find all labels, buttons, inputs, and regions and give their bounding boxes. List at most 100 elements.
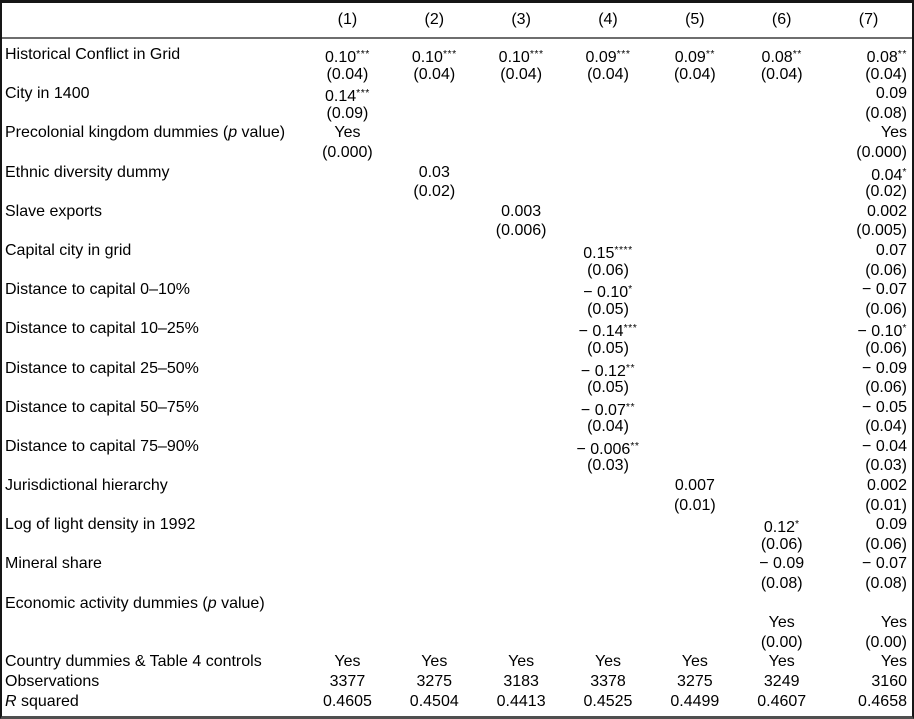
se-cell [651, 182, 738, 202]
value-cell: − 0.07** [580, 400, 636, 419]
value-cell: − 0.006** [576, 439, 640, 458]
table-row: (0.03) (0.03) [2, 456, 912, 476]
significance-stars: * [902, 165, 907, 178]
value-cell [738, 594, 825, 614]
value-cell [391, 554, 478, 574]
significance-stars: ** [630, 439, 640, 452]
se-cell [738, 221, 825, 241]
se-cell [565, 574, 652, 594]
se-cell [304, 221, 391, 241]
value-cell: 0.09** [674, 48, 716, 66]
se-cell [738, 261, 825, 281]
se-cell: (0.06) [865, 535, 907, 553]
row-label-text: Jurisdictional hierarchy [5, 477, 168, 495]
value-cell: 3160 [871, 673, 907, 690]
row-label [2, 221, 304, 241]
row-label [2, 65, 304, 85]
row-label-text: Distance to capital 25–50% [5, 359, 199, 377]
table-row: (0.02) (0.02) [2, 182, 912, 202]
se-cell [651, 339, 738, 359]
value-cell: Yes [421, 653, 448, 671]
row-label-text: Precolonial kingdom dummies ( [5, 124, 229, 142]
se-cell [651, 261, 738, 281]
se-cell [304, 456, 391, 476]
value-cell [565, 202, 652, 222]
row-label: Mineral share [2, 554, 304, 574]
row-label [2, 574, 304, 594]
se-cell [391, 574, 478, 594]
se-cell [738, 496, 825, 516]
value-cell [651, 613, 738, 633]
row-label: Observations [2, 672, 304, 692]
significance-stars: *** [356, 87, 370, 100]
se-cell: (0.04) [326, 65, 369, 83]
value-cell: 3183 [503, 673, 539, 690]
se-cell [478, 339, 565, 359]
row-label: Jurisdictional hierarchy [2, 476, 304, 496]
row-label [2, 339, 304, 359]
value-cell [651, 123, 738, 143]
se-cell [651, 417, 738, 437]
value-cell [478, 613, 565, 633]
value-cell [391, 613, 478, 633]
se-cell [565, 104, 652, 124]
value-cell: 3275 [416, 673, 453, 690]
se-cell [738, 143, 825, 163]
se-cell: (0.08) [865, 575, 907, 593]
value-cell: 0.09 [875, 85, 907, 103]
se-cell: (0.03) [587, 457, 629, 475]
value-cell: 0.12* [763, 518, 800, 537]
row-label: Distance to capital 50–75% [2, 398, 304, 421]
table-row: (0.05) (0.06) [2, 378, 912, 398]
value-cell: Yes [334, 124, 361, 142]
value-cell: − 0.10* [857, 322, 907, 341]
value-cell: 3275 [677, 673, 713, 690]
value-cell [565, 613, 652, 633]
table-row: (0.06) (0.06) [2, 535, 912, 555]
row-label [2, 496, 304, 516]
se-cell [738, 300, 825, 320]
row-label: Country dummies & Table 4 controls [2, 652, 304, 672]
value-cell: − 0.05 [862, 398, 907, 416]
value-cell: 0.4607 [757, 692, 807, 710]
se-cell: (0.04) [760, 65, 803, 83]
se-cell: (0.08) [865, 104, 907, 122]
value-cell [738, 476, 825, 496]
se-cell [478, 535, 565, 555]
se-cell [391, 221, 478, 241]
se-cell: (0.04) [587, 65, 629, 83]
table-row: Slave exports 0.003 0.002 [2, 202, 912, 222]
se-cell: (0.000) [856, 143, 907, 161]
se-cell [304, 496, 391, 516]
row-label-text: Slave exports [5, 202, 102, 220]
row-label-text: Country dummies & Table 4 controls [5, 653, 262, 671]
value-cell [304, 202, 391, 222]
row-label: Ethnic diversity dummy [2, 163, 304, 186]
row-label [2, 456, 304, 476]
significance-stars: *** [442, 48, 457, 60]
row-label-text: Distance to capital 75–90% [5, 437, 199, 455]
se-cell: (0.01) [673, 496, 716, 514]
se-cell [738, 104, 825, 124]
row-label [2, 300, 304, 320]
row-label: Distance to capital 75–90% [2, 437, 304, 460]
row-label-text: squared [16, 692, 79, 710]
value-cell: 0.4499 [670, 692, 720, 710]
se-cell [478, 378, 565, 398]
table-row: (0.05) (0.06) [2, 339, 912, 359]
se-cell [651, 633, 738, 653]
se-cell [391, 496, 478, 516]
row-label [2, 378, 304, 398]
se-cell: (0.05) [587, 300, 629, 318]
row-label: Economic activity dummies (p value) [2, 594, 304, 614]
value-cell [738, 202, 825, 222]
significance-stars: ** [897, 48, 907, 60]
table-row: R squared 0.4605 0.4504 0.4413 0.4525 0.4499 0… [2, 692, 912, 712]
se-cell [565, 221, 652, 241]
row-label: Distance to capital 0–10% [2, 280, 304, 303]
column-header-3: (3) [511, 11, 531, 28]
table-row: Ethnic diversity dummy 0.03 0.04* [2, 163, 912, 186]
row-label-text: Economic activity dummies ( [5, 594, 208, 612]
se-cell: (0.06) [760, 535, 803, 553]
se-cell: (0.00) [760, 633, 803, 651]
